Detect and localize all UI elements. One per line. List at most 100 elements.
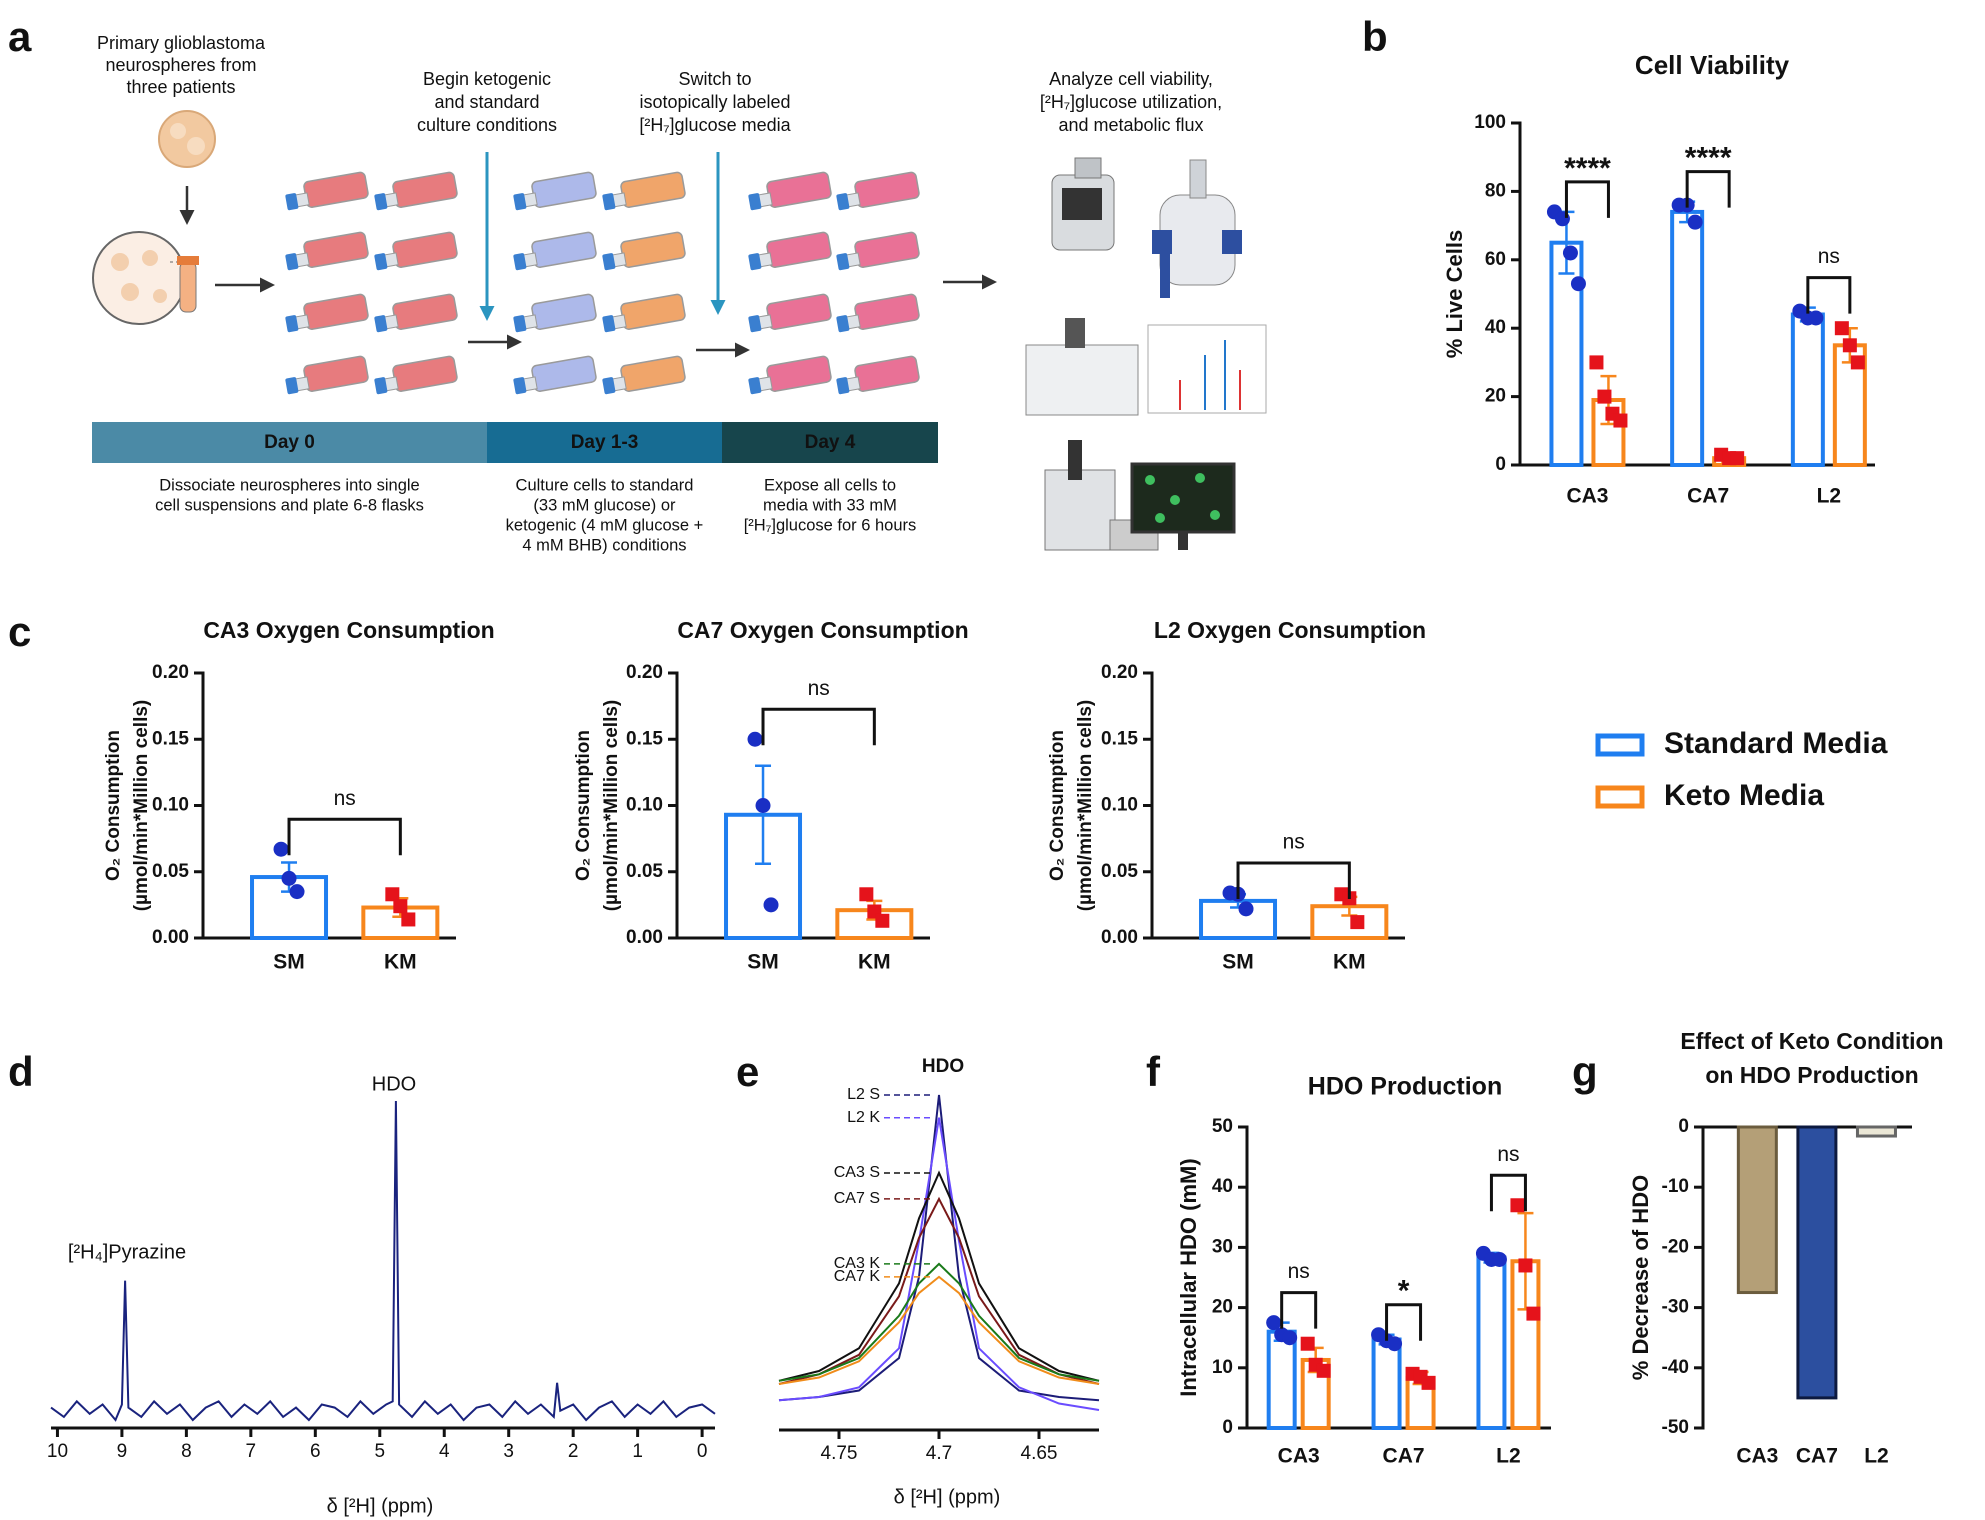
timeline-bar	[487, 422, 722, 463]
spectrum-line	[50, 1100, 716, 1422]
data-point	[393, 899, 408, 914]
data-point	[1238, 901, 1254, 917]
bar	[1476, 1255, 1507, 1431]
y-tick-label: 20	[1212, 1297, 1233, 1318]
x-tick-label: 6	[310, 1441, 321, 1462]
x-tick-label: CA3	[1566, 485, 1608, 508]
flask-cap	[374, 377, 388, 395]
step-label: and metabolic flux	[1058, 115, 1203, 135]
significance-bracket	[761, 707, 876, 746]
chart-title: CA7 Oxygen Consumption	[677, 617, 968, 643]
flask	[513, 171, 597, 211]
flask-cap	[836, 315, 850, 333]
flask	[285, 355, 369, 395]
x-tick-label: 4.65	[1021, 1443, 1058, 1464]
significance-label: ns	[1818, 245, 1840, 268]
flask-cap	[602, 193, 616, 211]
flask-body	[854, 171, 920, 208]
data-point	[1589, 355, 1604, 370]
cell-image	[1210, 510, 1220, 520]
data-point	[859, 887, 874, 902]
legend-swatch	[1595, 733, 1645, 757]
microscope-head	[1068, 440, 1082, 480]
bar	[1796, 1125, 1838, 1400]
flask-body	[392, 355, 458, 392]
cell	[142, 250, 158, 266]
chart-title: HDO Production	[1308, 1073, 1502, 1101]
flask-body	[766, 355, 832, 392]
step-label: Begin ketogenic	[423, 69, 551, 89]
flask-body	[766, 171, 832, 208]
significance-bracket	[1385, 1303, 1423, 1341]
flask-cap	[748, 253, 762, 271]
series-label: CA7 K	[834, 1268, 881, 1285]
x-tick-label: 0	[697, 1441, 708, 1462]
legend-swatch	[1595, 785, 1645, 809]
x-tick-label: L2	[1496, 1445, 1521, 1468]
x-tick-label: KM	[384, 951, 417, 974]
flask-body	[303, 355, 369, 392]
data-point	[1808, 310, 1824, 326]
data-point	[1834, 321, 1849, 336]
flask-body	[531, 355, 597, 392]
flask-body	[392, 171, 458, 208]
y-tick-label: -10	[1662, 1176, 1689, 1197]
data-point	[1613, 413, 1628, 428]
flask-body	[531, 293, 597, 330]
microscope	[1044, 469, 1116, 551]
panel-label: f	[1146, 1048, 1161, 1095]
y-axis-label: (µmol/min*Million cells)	[131, 700, 152, 912]
panel-label: e	[736, 1048, 759, 1095]
x-tick-label: 1	[632, 1441, 643, 1462]
x-tick-label: CA7	[1796, 1445, 1838, 1468]
y-axis-label: O₂ Consumption	[103, 730, 124, 881]
significance-bracket	[1489, 1173, 1527, 1212]
flask	[513, 231, 597, 271]
y-axis-label: Intracellular HDO (mM)	[1176, 1158, 1201, 1396]
bar	[1855, 1125, 1897, 1138]
data-point	[1300, 1336, 1315, 1351]
timeline-label: Day 1-3	[571, 432, 639, 453]
y-tick-label: -20	[1662, 1236, 1689, 1257]
timeline-bar	[92, 422, 487, 463]
chart-title: on HDO Production	[1705, 1062, 1918, 1088]
panel-label: g	[1572, 1048, 1598, 1095]
data-point	[1570, 276, 1586, 292]
flask-cap	[602, 377, 616, 395]
neurosphere	[158, 110, 216, 168]
y-axis-label: (µmol/min*Million cells)	[1075, 700, 1096, 912]
y-tick-label: 40	[1485, 317, 1506, 338]
series-label: L2 K	[847, 1109, 880, 1126]
screen	[1062, 188, 1102, 220]
nmr-leg	[1160, 250, 1170, 298]
chart-title: L2 Oxygen Consumption	[1154, 617, 1426, 643]
flask	[374, 293, 458, 333]
lc-ms-column	[1065, 318, 1085, 348]
x-tick-label: 2	[568, 1441, 579, 1462]
flask-cap	[374, 193, 388, 211]
flask-cap	[513, 315, 527, 333]
bar	[1371, 1337, 1402, 1430]
data-point	[1387, 1336, 1403, 1352]
significance-label: ns	[1497, 1143, 1519, 1166]
bar	[1266, 1329, 1297, 1431]
flask-cap	[602, 315, 616, 333]
flask-body	[531, 231, 597, 268]
step-label: isotopically labeled	[639, 92, 790, 112]
x-tick-label: 7	[246, 1441, 257, 1462]
flask-cap	[285, 253, 299, 271]
data-point	[273, 841, 289, 857]
x-axis-label: δ [²H] (ppm)	[327, 1495, 434, 1517]
data-point	[1850, 355, 1865, 370]
tube-cap	[177, 256, 199, 265]
significance-label: ns	[334, 787, 356, 810]
step-label: and standard	[434, 92, 539, 112]
data-point	[1842, 338, 1857, 353]
data-point	[1518, 1258, 1533, 1273]
flask	[285, 293, 369, 333]
significance-bracket	[1564, 180, 1610, 218]
data-point	[281, 870, 297, 886]
flask	[748, 231, 832, 271]
flask	[836, 231, 920, 271]
flask-body	[620, 231, 686, 268]
